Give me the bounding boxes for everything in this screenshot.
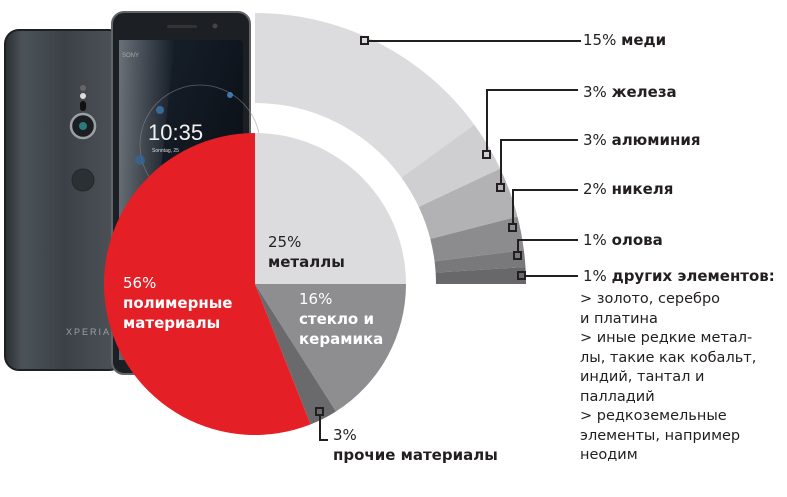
- clock-text: 10:35: [148, 120, 203, 145]
- label-glass: 16% стекло и керамика: [299, 289, 383, 349]
- leader-nickel: [512, 189, 578, 228]
- ring-label-copper: 15% меди: [583, 31, 666, 49]
- ring-label-other-elements: 1% других элементов:: [583, 267, 775, 285]
- label-metals: 25% металлы: [268, 232, 345, 272]
- pie-slice-other-materials: [255, 284, 336, 425]
- ring-label-pct: 3%: [583, 131, 607, 149]
- note-line: > золото, серебро: [580, 291, 721, 307]
- marker-square-icon: [360, 36, 369, 45]
- label-polymers-name-1: полимерные: [123, 294, 233, 312]
- label-other-pct: 3%: [333, 426, 357, 444]
- carrier-label: SONY: [122, 53, 139, 59]
- leader-other-materials: [319, 415, 328, 441]
- ring-label-pct: 1%: [583, 231, 607, 249]
- note-line: индий, тантал и: [580, 369, 705, 385]
- ring-label-tin: 1% олова: [583, 231, 663, 249]
- marker-square-icon: [482, 150, 491, 159]
- ring-label-name: никеля: [611, 180, 674, 198]
- note-line: элементы, например: [580, 427, 741, 444]
- ring-label-nickel: 2% никеля: [583, 180, 673, 198]
- leader-lines: [315, 36, 581, 441]
- phone-back-image: XPERIA: [4, 29, 124, 371]
- label-polymers: 56% полимерные материалы: [123, 273, 232, 333]
- note-line: палладий: [580, 388, 655, 405]
- ring-slice-other-elements: [435, 266, 526, 284]
- pie-slice-glass-ceramics: [255, 284, 406, 412]
- note-line: > иные редкие метал-: [580, 330, 753, 346]
- ring-slice-copper: [255, 13, 475, 178]
- ring-label-iron: 3% железа: [583, 83, 677, 101]
- ring-label-name: других элементов:: [611, 267, 775, 285]
- marker-square-icon: [513, 251, 522, 260]
- date-text: Sonntag, 25: [152, 148, 179, 154]
- ring-label-pct: 15%: [583, 31, 617, 49]
- label-polymers-pct: 56%: [123, 274, 157, 292]
- pie-slice-polymers: [103, 133, 311, 436]
- note-line: лы, такие как кобальт,: [580, 349, 757, 366]
- note-line: > редкоземельные: [580, 408, 727, 424]
- marker-square-icon: [517, 271, 526, 280]
- note-line: неодим: [580, 447, 638, 463]
- leader-iron: [486, 89, 578, 154]
- ring-label-pct: 2%: [583, 180, 607, 198]
- pie-slice-metals: [255, 133, 406, 284]
- leader-tin: [517, 239, 578, 254]
- ring-label-name: железа: [611, 83, 677, 101]
- ring-label-pct: 3%: [583, 83, 607, 101]
- label-metals-name: металлы: [268, 253, 345, 271]
- ring-label-name: олова: [611, 231, 663, 249]
- label-metals-pct: 25%: [268, 233, 302, 251]
- label-glass-name-2: керамика: [299, 330, 384, 348]
- ring-slice-iron: [401, 124, 501, 207]
- label-glass-name-1: стекло и: [299, 310, 374, 328]
- main-pie: [103, 133, 406, 436]
- metals-breakdown-ring: [255, 13, 526, 284]
- label-other-name: прочие материалы: [333, 446, 498, 464]
- leader-aluminium: [500, 139, 578, 187]
- marker-square-icon: [508, 223, 517, 232]
- ring-label-aluminium: 3% алюминия: [583, 131, 701, 149]
- marker-square-icon: [496, 183, 505, 192]
- ring-label-name: меди: [621, 31, 667, 49]
- ring-slice-aluminium: [418, 168, 518, 239]
- ring-slice-nickel: [430, 216, 524, 262]
- ring-slice-tin: [434, 250, 526, 273]
- other-elements-note: > золото, серебро и платина > иные редки…: [580, 290, 787, 466]
- ring-label-name: алюминия: [611, 131, 701, 149]
- xperia-logo: XPERIA: [66, 327, 111, 337]
- marker-square-icon: [315, 407, 324, 416]
- label-polymers-name-2: материалы: [123, 314, 221, 332]
- label-glass-pct: 16%: [299, 290, 333, 308]
- ring-label-pct: 1%: [583, 267, 607, 285]
- label-other-materials: 3% прочие материалы: [333, 425, 498, 465]
- note-line: и платина: [580, 310, 658, 327]
